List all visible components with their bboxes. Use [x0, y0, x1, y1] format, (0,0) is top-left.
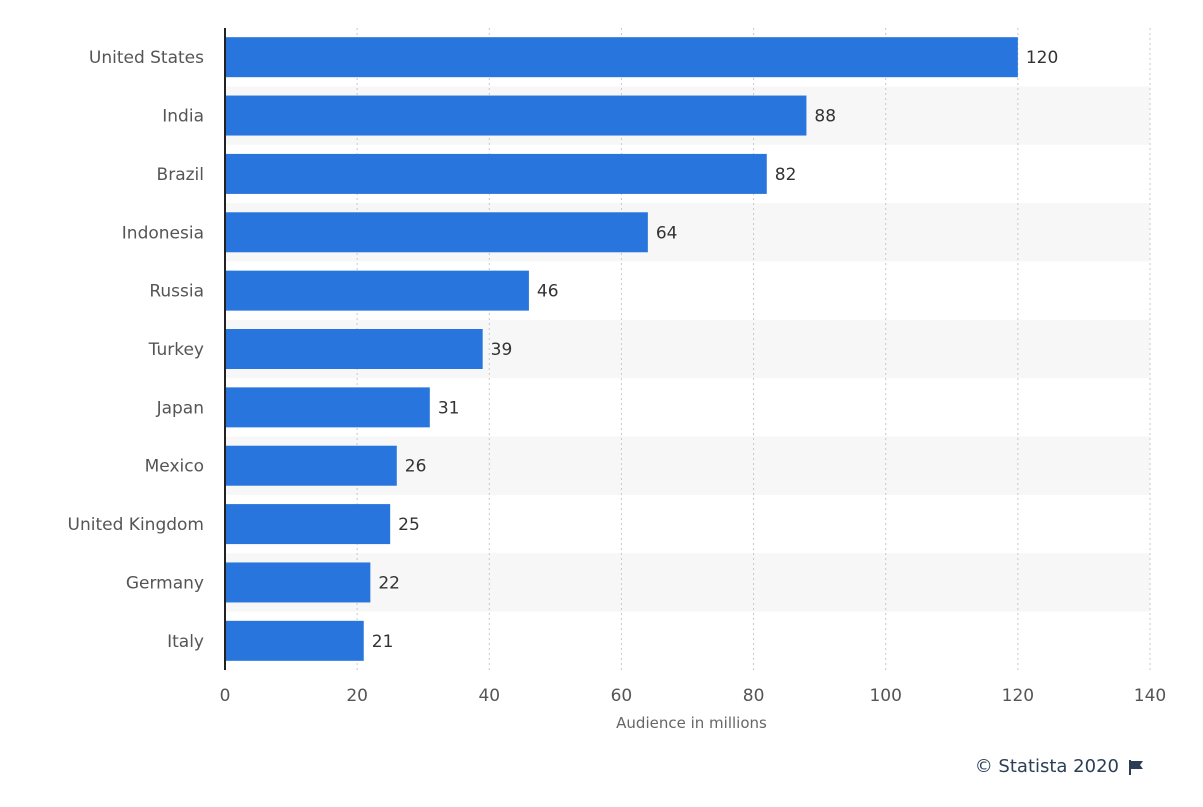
bar[interactable] — [226, 212, 648, 253]
x-tick-label: 120 — [1002, 686, 1034, 706]
value-label: 39 — [491, 340, 513, 360]
x-tick-label: 140 — [1134, 686, 1166, 706]
bar[interactable] — [226, 562, 371, 603]
bar[interactable] — [226, 504, 391, 545]
x-tick-labels: 0 20 40 60 80 100 120 140 — [220, 686, 1167, 706]
x-axis-title: Audience in millions — [616, 714, 767, 732]
value-label: 120 — [1026, 48, 1058, 68]
category-label: India — [162, 107, 204, 127]
category-label: Japan — [156, 398, 204, 418]
bar[interactable] — [226, 153, 767, 194]
category-label: Russia — [149, 282, 204, 302]
category-label: Germany — [126, 573, 204, 593]
x-tick-label: 0 — [220, 686, 231, 706]
credit-text: © Statista 2020 — [974, 756, 1119, 777]
bar[interactable] — [226, 387, 430, 428]
category-label: United States — [89, 48, 204, 68]
category-label: United Kingdom — [68, 515, 204, 535]
bar[interactable] — [226, 329, 483, 369]
x-tick-label: 20 — [346, 686, 368, 706]
x-tick-label: 40 — [478, 686, 500, 706]
category-label: Indonesia — [122, 223, 204, 243]
bar[interactable] — [226, 95, 807, 136]
x-tick-label: 60 — [611, 686, 633, 706]
category-label: Turkey — [148, 340, 204, 360]
category-label: Italy — [167, 632, 204, 652]
value-label: 22 — [378, 573, 400, 593]
bar[interactable] — [226, 37, 1018, 78]
x-tick-label: 100 — [869, 686, 901, 706]
bar[interactable] — [226, 445, 397, 486]
category-label: Brazil — [157, 165, 204, 185]
bar[interactable] — [226, 270, 529, 311]
value-label: 46 — [537, 282, 559, 302]
bars — [226, 37, 1018, 661]
value-labels: 120 88 82 64 46 39 31 26 25 22 21 — [372, 48, 1059, 652]
row-band — [225, 553, 1150, 612]
value-label: 82 — [775, 165, 797, 185]
row-bands — [225, 86, 1150, 612]
x-tick-label: 80 — [743, 686, 765, 706]
source-credit[interactable]: © Statista 2020 — [975, 756, 1145, 777]
category-label: Mexico — [145, 457, 204, 477]
bar-chart: United States India Brazil Indonesia Russia T… — [68, 28, 1167, 732]
value-label: 31 — [438, 398, 460, 418]
value-label: 64 — [656, 223, 678, 243]
value-label: 25 — [398, 515, 420, 535]
category-labels: United States India Brazil Indonesia Russia T… — [68, 48, 205, 652]
value-label: 26 — [405, 457, 427, 477]
value-label: 21 — [372, 632, 394, 652]
bar[interactable] — [226, 620, 364, 661]
flag-icon — [1129, 759, 1143, 775]
value-label: 88 — [814, 107, 836, 127]
